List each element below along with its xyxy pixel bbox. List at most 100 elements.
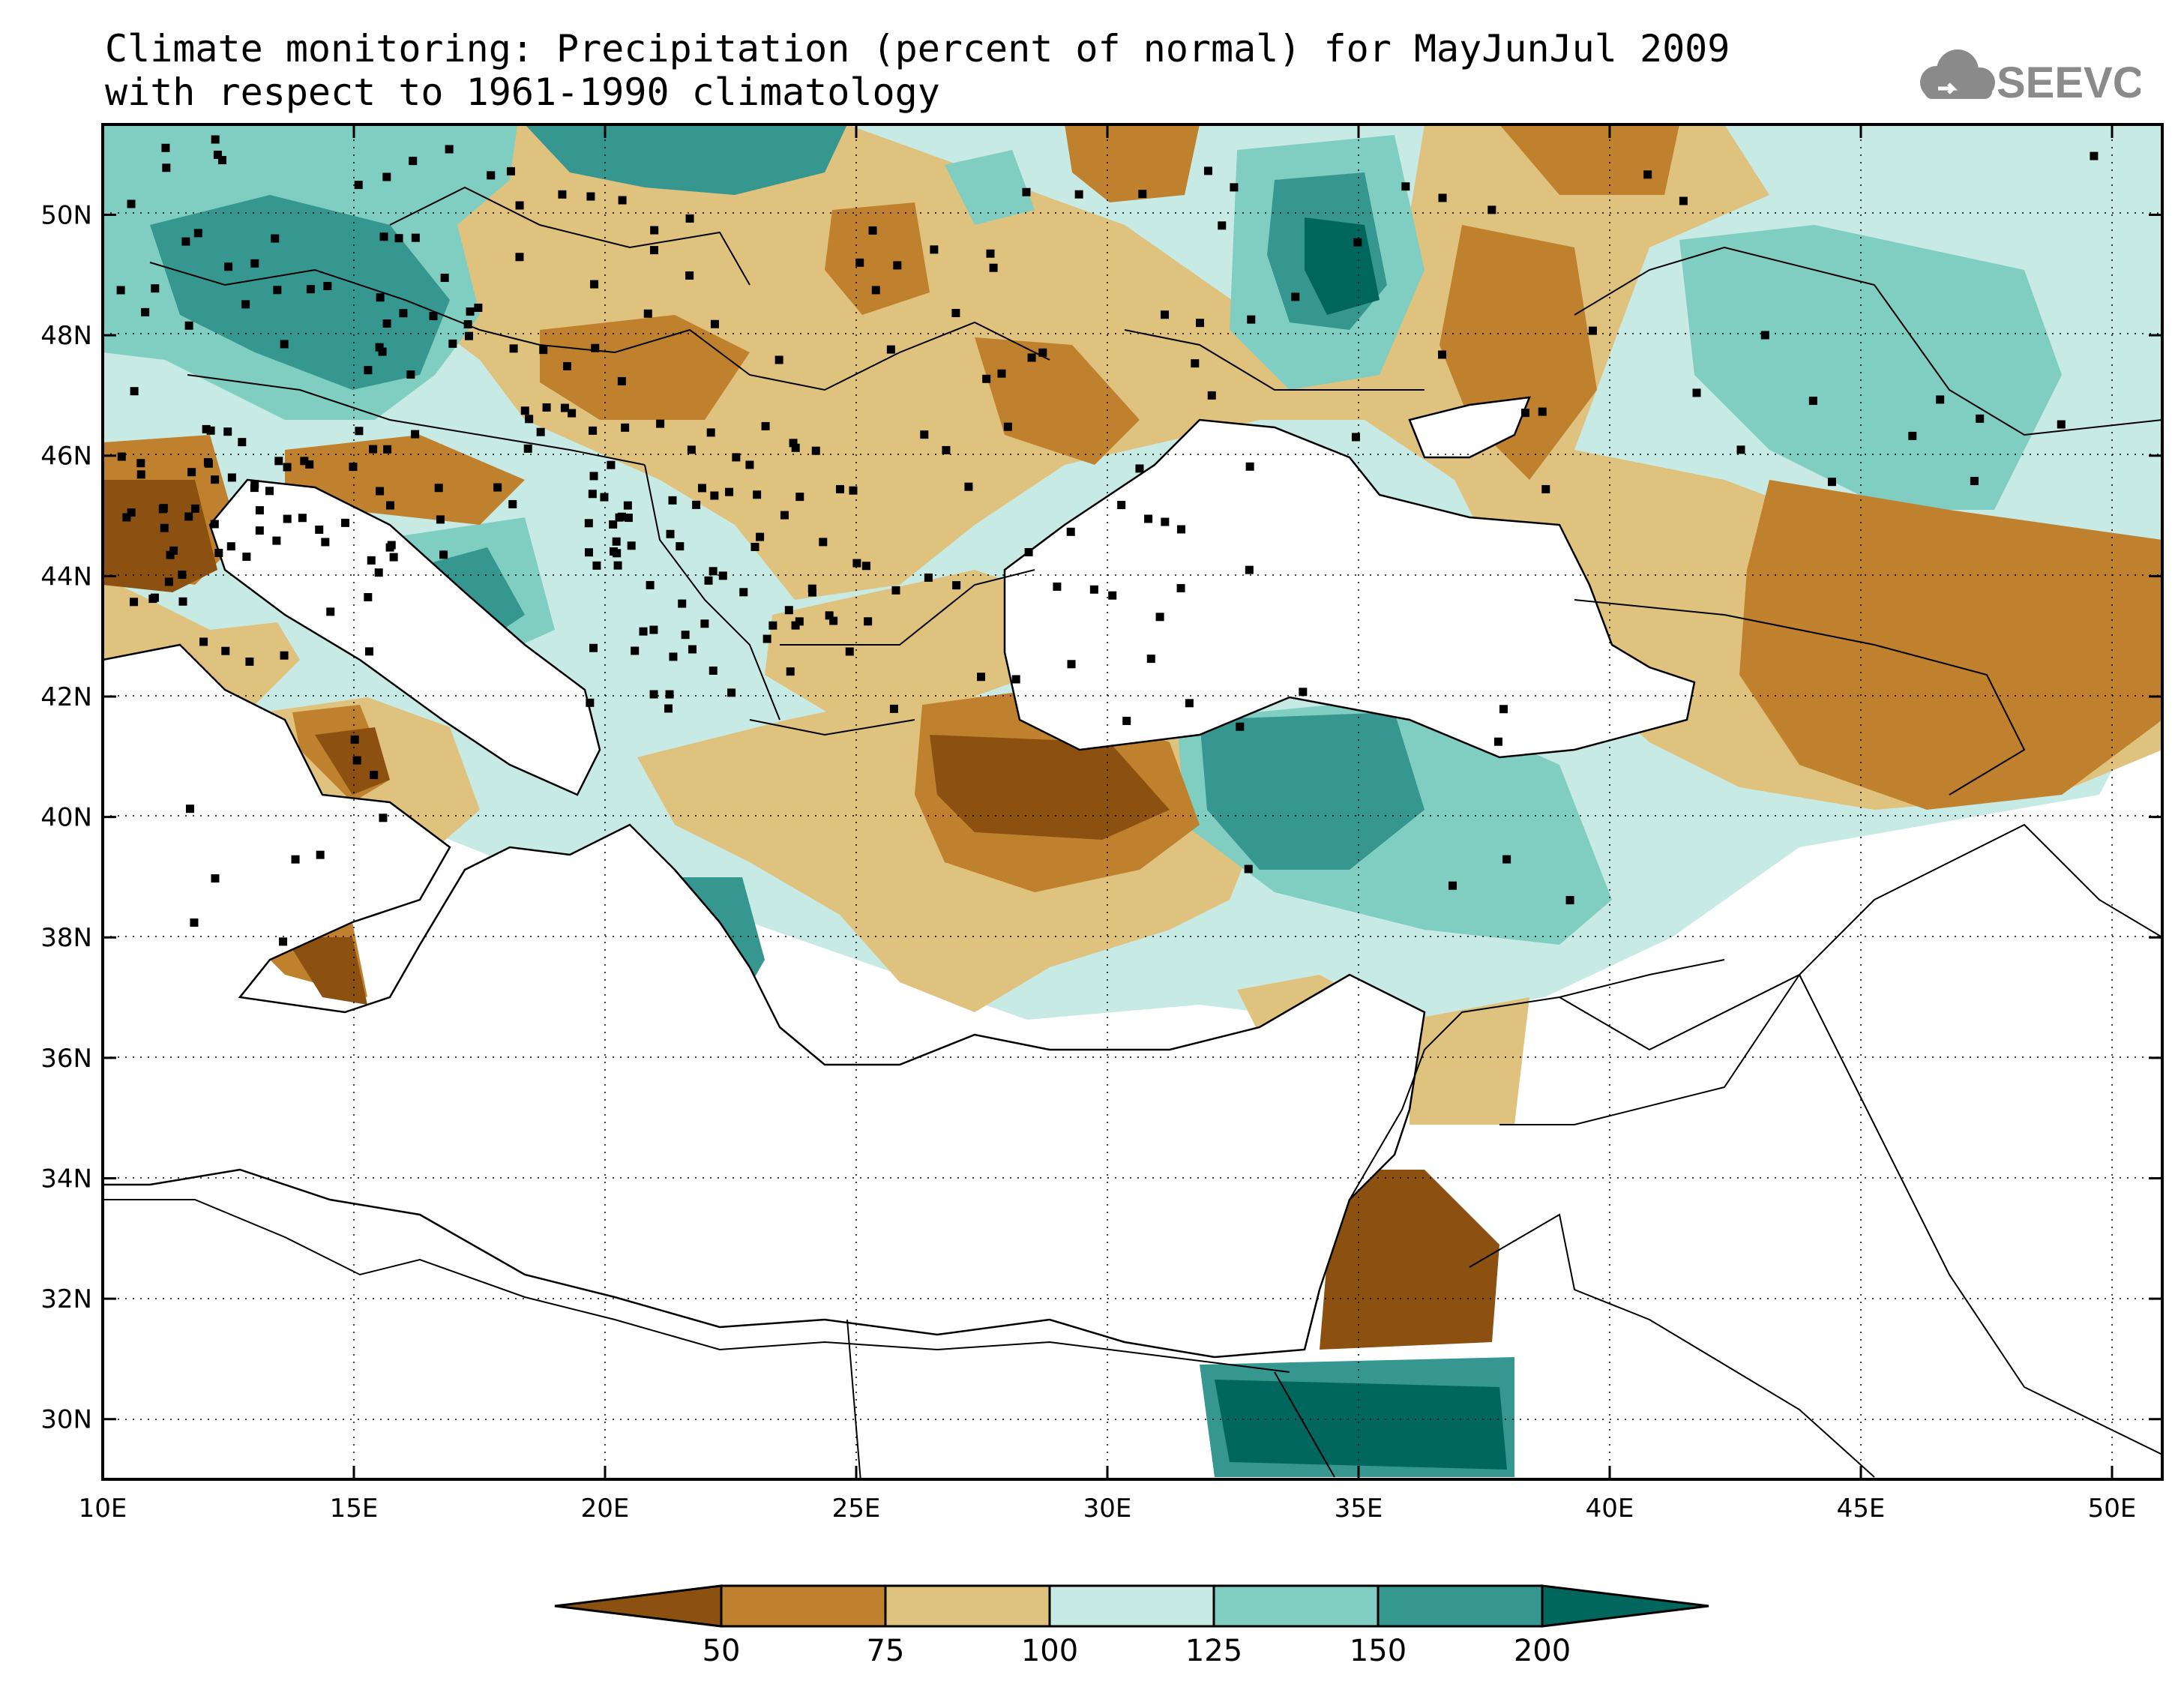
station-marker (508, 499, 517, 508)
station-marker (864, 617, 873, 626)
station-marker (2057, 420, 2066, 429)
station-marker (383, 445, 392, 454)
colorbar-segment (884, 1584, 1051, 1628)
station-marker (117, 452, 126, 461)
station-marker (1245, 565, 1254, 574)
station-marker (685, 214, 694, 223)
station-marker (676, 542, 685, 551)
colorbar-segment (1048, 1584, 1215, 1628)
lon-tick-label: 30E (1083, 1494, 1132, 1524)
station-marker (382, 319, 391, 328)
station-marker (811, 446, 820, 455)
station-marker (756, 532, 765, 541)
station-marker (617, 376, 626, 385)
station-marker (515, 201, 524, 210)
station-marker (607, 460, 616, 469)
station-marker (852, 559, 861, 568)
station-marker (185, 805, 194, 814)
station-marker (474, 303, 483, 312)
station-marker (213, 150, 222, 159)
station-marker (621, 423, 630, 432)
station-marker (795, 493, 804, 502)
station-marker (627, 541, 636, 550)
station-marker (367, 556, 376, 565)
station-marker (375, 343, 384, 352)
station-marker (762, 634, 771, 643)
station-marker (445, 145, 454, 154)
station-marker (1908, 431, 1917, 440)
station-marker (807, 588, 816, 597)
precip-region-above-200 (1215, 1380, 1507, 1470)
station-marker (678, 599, 687, 608)
station-marker (1401, 182, 1410, 191)
station-marker (1438, 193, 1447, 202)
station-marker (190, 504, 199, 513)
station-marker (768, 621, 777, 630)
station-marker (374, 568, 383, 577)
station-marker (181, 237, 190, 246)
station-marker (1291, 292, 1300, 301)
station-marker (791, 621, 800, 630)
station-marker (1448, 881, 1457, 890)
station-marker (379, 814, 388, 823)
station-marker (238, 438, 247, 447)
station-marker (586, 698, 595, 707)
station-marker (520, 406, 529, 415)
station-marker (761, 421, 770, 430)
station-marker (193, 229, 202, 238)
station-marker (463, 320, 472, 329)
station-marker (178, 597, 187, 606)
station-marker (1067, 660, 1076, 669)
station-marker (411, 233, 420, 242)
precip-region-below-50 (285, 937, 367, 1005)
station-marker (1565, 896, 1574, 905)
precip-region-below-50 (1320, 1170, 1499, 1350)
precip-region-125-150 (1679, 225, 2062, 510)
station-marker (613, 561, 622, 570)
station-marker (1976, 414, 1985, 423)
station-marker (130, 598, 139, 607)
station-marker (2090, 151, 2099, 160)
lat-tick-label: 30N (40, 1405, 92, 1435)
station-marker (211, 475, 220, 484)
station-marker (224, 262, 233, 271)
station-marker (1541, 484, 1550, 493)
station-marker (190, 918, 199, 927)
station-marker (753, 490, 762, 499)
station-marker (127, 508, 136, 517)
station-marker (250, 480, 259, 489)
station-marker (382, 172, 391, 181)
lon-tick-label: 15E (330, 1494, 379, 1524)
station-marker (1437, 350, 1446, 359)
station-marker (448, 339, 457, 348)
station-marker (217, 156, 226, 165)
station-marker (255, 506, 264, 515)
station-marker (127, 199, 136, 208)
station-marker (845, 647, 854, 656)
station-marker (206, 426, 215, 435)
station-marker (589, 472, 598, 481)
station-marker (116, 286, 125, 295)
station-marker (1218, 221, 1227, 230)
station-marker (1827, 478, 1836, 487)
station-marker (542, 403, 551, 412)
station-marker (184, 512, 193, 521)
station-marker (780, 511, 789, 520)
station-marker (1538, 407, 1547, 416)
lat-tick-label: 42N (40, 682, 92, 712)
station-marker (164, 577, 173, 586)
station-marker (1679, 196, 1688, 205)
station-marker (202, 424, 211, 433)
station-marker (352, 756, 361, 765)
station-marker (891, 586, 900, 595)
station-marker (590, 280, 599, 289)
station-marker (1502, 855, 1511, 864)
station-marker (354, 181, 363, 190)
station-marker (665, 690, 674, 699)
station-marker (280, 651, 289, 660)
station-marker (242, 553, 251, 562)
station-marker (158, 505, 167, 514)
colorbar-segment (1212, 1584, 1380, 1628)
station-marker (1022, 187, 1031, 196)
